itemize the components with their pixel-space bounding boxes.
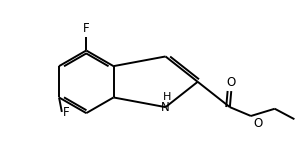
Text: N: N [161, 101, 170, 114]
Text: F: F [62, 106, 69, 119]
Text: F: F [83, 22, 90, 35]
Text: O: O [253, 117, 262, 130]
Text: O: O [227, 76, 236, 89]
Text: H: H [163, 92, 171, 102]
